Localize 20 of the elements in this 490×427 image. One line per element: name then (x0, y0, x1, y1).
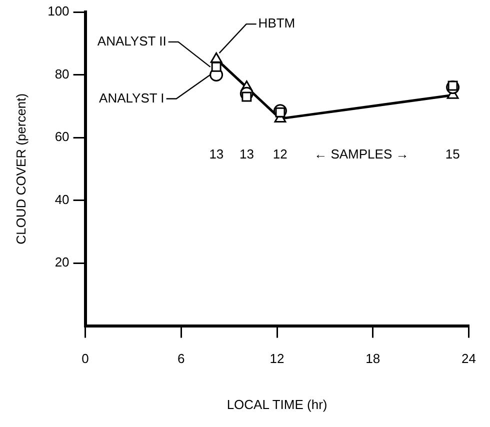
text: HBTM (258, 16, 296, 31)
annotation: 13 (209, 146, 224, 162)
x-tick-label: 12 (270, 351, 284, 366)
y-tick-label: 40 (54, 192, 70, 207)
text: ANALYST II (97, 33, 166, 48)
x-tick-label: 0 (82, 351, 89, 366)
y-tick-label: 60 (54, 129, 70, 144)
annotation: 15 (445, 146, 460, 162)
text: ANALYST I (99, 90, 164, 106)
x-axis-title: LOCAL TIME (hr) (226, 396, 328, 412)
annotation: 12 (272, 146, 288, 162)
annotation: ← SAMPLES → (314, 146, 409, 162)
x-tick-label: 18 (366, 351, 380, 366)
y-tick-label: 80 (54, 66, 70, 82)
annotation: 13 (240, 146, 254, 162)
y-tick-label: 100 (48, 4, 70, 19)
y-axis-title: CLOUD COVER (percent) (13, 93, 28, 244)
x-tick-label: 6 (178, 351, 185, 366)
x-tick-label: 24 (462, 351, 476, 366)
y-tick-label: 20 (54, 254, 70, 270)
